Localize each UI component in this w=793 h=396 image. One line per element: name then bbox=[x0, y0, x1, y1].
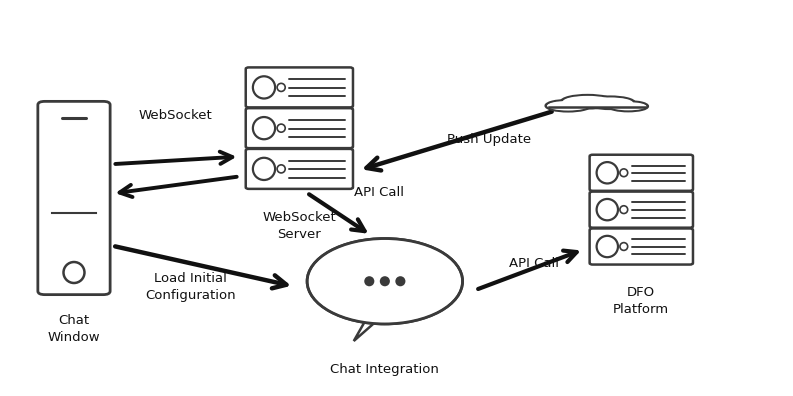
Ellipse shape bbox=[396, 276, 405, 286]
Ellipse shape bbox=[596, 236, 618, 257]
Ellipse shape bbox=[253, 158, 275, 180]
Ellipse shape bbox=[253, 117, 275, 139]
Ellipse shape bbox=[308, 239, 461, 323]
Ellipse shape bbox=[611, 102, 646, 110]
FancyBboxPatch shape bbox=[246, 149, 353, 189]
Ellipse shape bbox=[546, 100, 591, 111]
Text: API Call: API Call bbox=[354, 186, 404, 199]
Text: DFO
Platform: DFO Platform bbox=[613, 286, 669, 316]
Ellipse shape bbox=[563, 96, 613, 108]
FancyBboxPatch shape bbox=[38, 101, 110, 295]
Ellipse shape bbox=[253, 76, 275, 99]
Ellipse shape bbox=[380, 276, 390, 286]
FancyBboxPatch shape bbox=[590, 155, 693, 191]
Ellipse shape bbox=[307, 238, 462, 324]
Text: WebSocket
Server: WebSocket Server bbox=[262, 211, 336, 241]
Ellipse shape bbox=[547, 101, 589, 110]
Ellipse shape bbox=[561, 95, 615, 109]
Text: API Call: API Call bbox=[509, 257, 559, 270]
Ellipse shape bbox=[620, 206, 628, 213]
Ellipse shape bbox=[620, 169, 628, 177]
Text: Load Initial
Configuration: Load Initial Configuration bbox=[145, 272, 236, 302]
Text: Push Update: Push Update bbox=[447, 133, 531, 146]
Ellipse shape bbox=[587, 97, 633, 108]
Ellipse shape bbox=[63, 262, 85, 283]
Text: WebSocket: WebSocket bbox=[138, 109, 212, 122]
Ellipse shape bbox=[364, 276, 374, 286]
FancyBboxPatch shape bbox=[246, 67, 353, 107]
Ellipse shape bbox=[596, 199, 618, 220]
Ellipse shape bbox=[609, 101, 648, 111]
Polygon shape bbox=[354, 307, 393, 341]
Ellipse shape bbox=[585, 97, 634, 109]
Ellipse shape bbox=[277, 165, 285, 173]
Text: Chat Integration: Chat Integration bbox=[331, 363, 439, 376]
Text: Chat
Window: Chat Window bbox=[48, 314, 100, 345]
FancyBboxPatch shape bbox=[590, 192, 693, 228]
Ellipse shape bbox=[277, 124, 285, 132]
Ellipse shape bbox=[620, 243, 628, 250]
Ellipse shape bbox=[596, 162, 618, 183]
FancyBboxPatch shape bbox=[590, 228, 693, 265]
FancyBboxPatch shape bbox=[246, 108, 353, 148]
Ellipse shape bbox=[277, 83, 285, 91]
